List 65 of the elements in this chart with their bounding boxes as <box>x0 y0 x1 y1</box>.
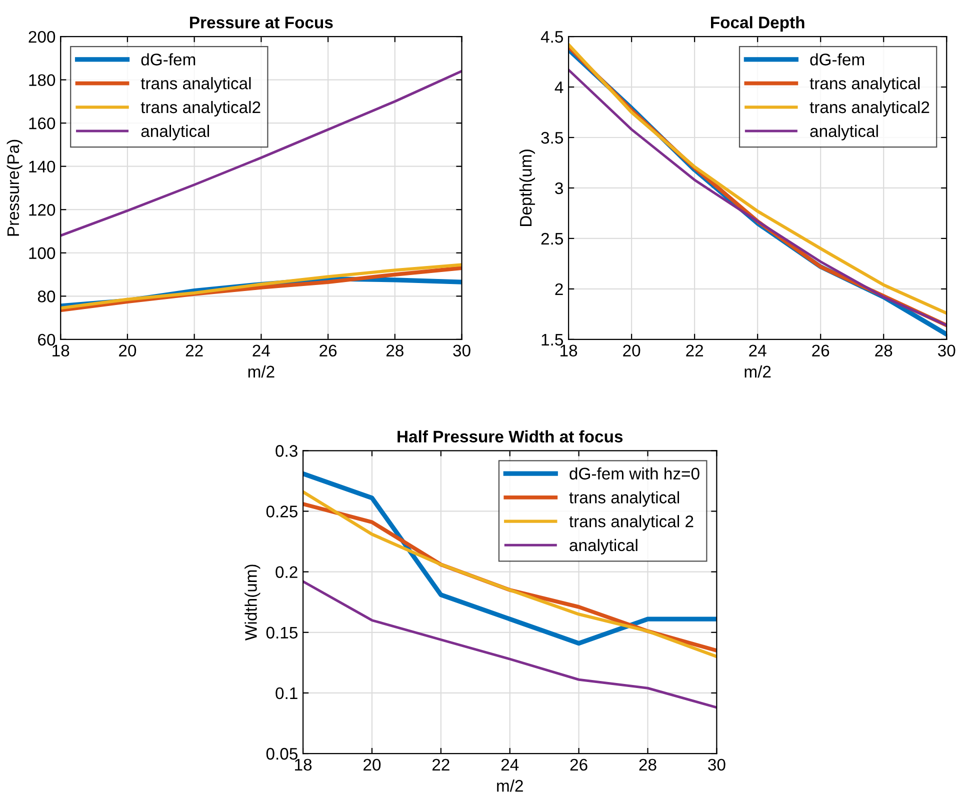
legend-label: analytical <box>570 538 638 554</box>
y-tick-label: 100 <box>29 247 56 260</box>
x-tick-label: 28 <box>639 758 656 771</box>
legend-label: trans analytical2 <box>140 100 260 116</box>
x-axis-title: m/2 <box>497 779 523 792</box>
legend-label: dG-fem <box>810 53 864 66</box>
x-tick-label: 24 <box>749 344 766 356</box>
x-tick-label: 22 <box>686 344 703 356</box>
x-tick-label: 24 <box>252 344 270 356</box>
x-tick-label: 30 <box>453 344 470 357</box>
y-tick-label: 60 <box>38 334 56 346</box>
legend-label: dG-fem <box>141 53 196 66</box>
line-series <box>303 580 717 709</box>
x-tick-label: 20 <box>119 344 136 357</box>
y-tick-label: 120 <box>29 204 56 216</box>
x-axis-title: m/2 <box>248 365 274 378</box>
y-tick-label: 0.1 <box>276 687 298 700</box>
x-tick-label: 20 <box>364 758 381 771</box>
y-tick-label: 80 <box>38 290 56 302</box>
chart-title: Half Pressure Width at focus <box>398 430 623 442</box>
y-axis-title: Depth(um) <box>519 150 535 226</box>
chart-title: Pressure at Focus <box>190 16 333 28</box>
legend-label: trans analytical <box>569 491 680 507</box>
x-tick-label: 24 <box>501 758 519 770</box>
y-tick-label: 200 <box>28 30 56 43</box>
y-tick-label: 160 <box>29 117 56 130</box>
y-tick-label: 2 <box>555 283 563 295</box>
y-tick-label: 3 <box>555 182 563 194</box>
y-axis-title: Pressure(Pa) <box>6 140 22 236</box>
x-tick-label: 26 <box>570 758 588 771</box>
y-tick-label: 3.5 <box>541 132 563 144</box>
y-tick-label: 140 <box>29 160 56 173</box>
legend-label: analytical <box>810 124 878 140</box>
x-tick-label: 28 <box>386 344 404 357</box>
x-tick-label: 30 <box>938 344 956 357</box>
x-tick-label: 18 <box>560 344 578 357</box>
y-tick-label: 4 <box>554 82 564 94</box>
y-tick-label: 0.25 <box>266 506 298 518</box>
legend-label: trans analytical2 <box>810 100 930 116</box>
chart-title: Focal Depth <box>711 16 804 32</box>
legend-label: dG-fem with hz=0 <box>570 467 700 480</box>
legend-label: trans analytical <box>140 77 251 93</box>
y-tick-label: 0.3 <box>276 445 298 457</box>
x-axis-title: m/2 <box>744 365 771 378</box>
x-tick-label: 28 <box>875 344 892 357</box>
x-tick-label: 26 <box>812 344 830 357</box>
legend-label: analytical <box>141 124 209 140</box>
y-tick-label: 0.05 <box>266 748 298 760</box>
y-tick-label: 180 <box>29 74 56 86</box>
y-tick-label: 1.5 <box>542 334 563 346</box>
x-tick-label: 22 <box>186 344 203 356</box>
legend-label: trans analytical <box>810 77 920 93</box>
x-tick-label: 18 <box>52 344 70 357</box>
x-tick-label: 20 <box>623 344 640 357</box>
x-tick-label: 22 <box>432 758 450 770</box>
y-axis-title: Width(um) <box>244 564 260 640</box>
x-tick-label: 30 <box>708 758 726 771</box>
y-tick-label: 4.5 <box>540 31 563 43</box>
y-tick-label: 0.15 <box>266 626 298 639</box>
y-tick-label: 0.2 <box>276 566 298 578</box>
y-tick-label: 2.5 <box>541 232 563 245</box>
legend-label: trans analytical 2 <box>569 515 694 531</box>
x-tick-label: 26 <box>320 344 337 357</box>
line-series <box>60 70 462 237</box>
x-tick-label: 18 <box>295 758 312 771</box>
